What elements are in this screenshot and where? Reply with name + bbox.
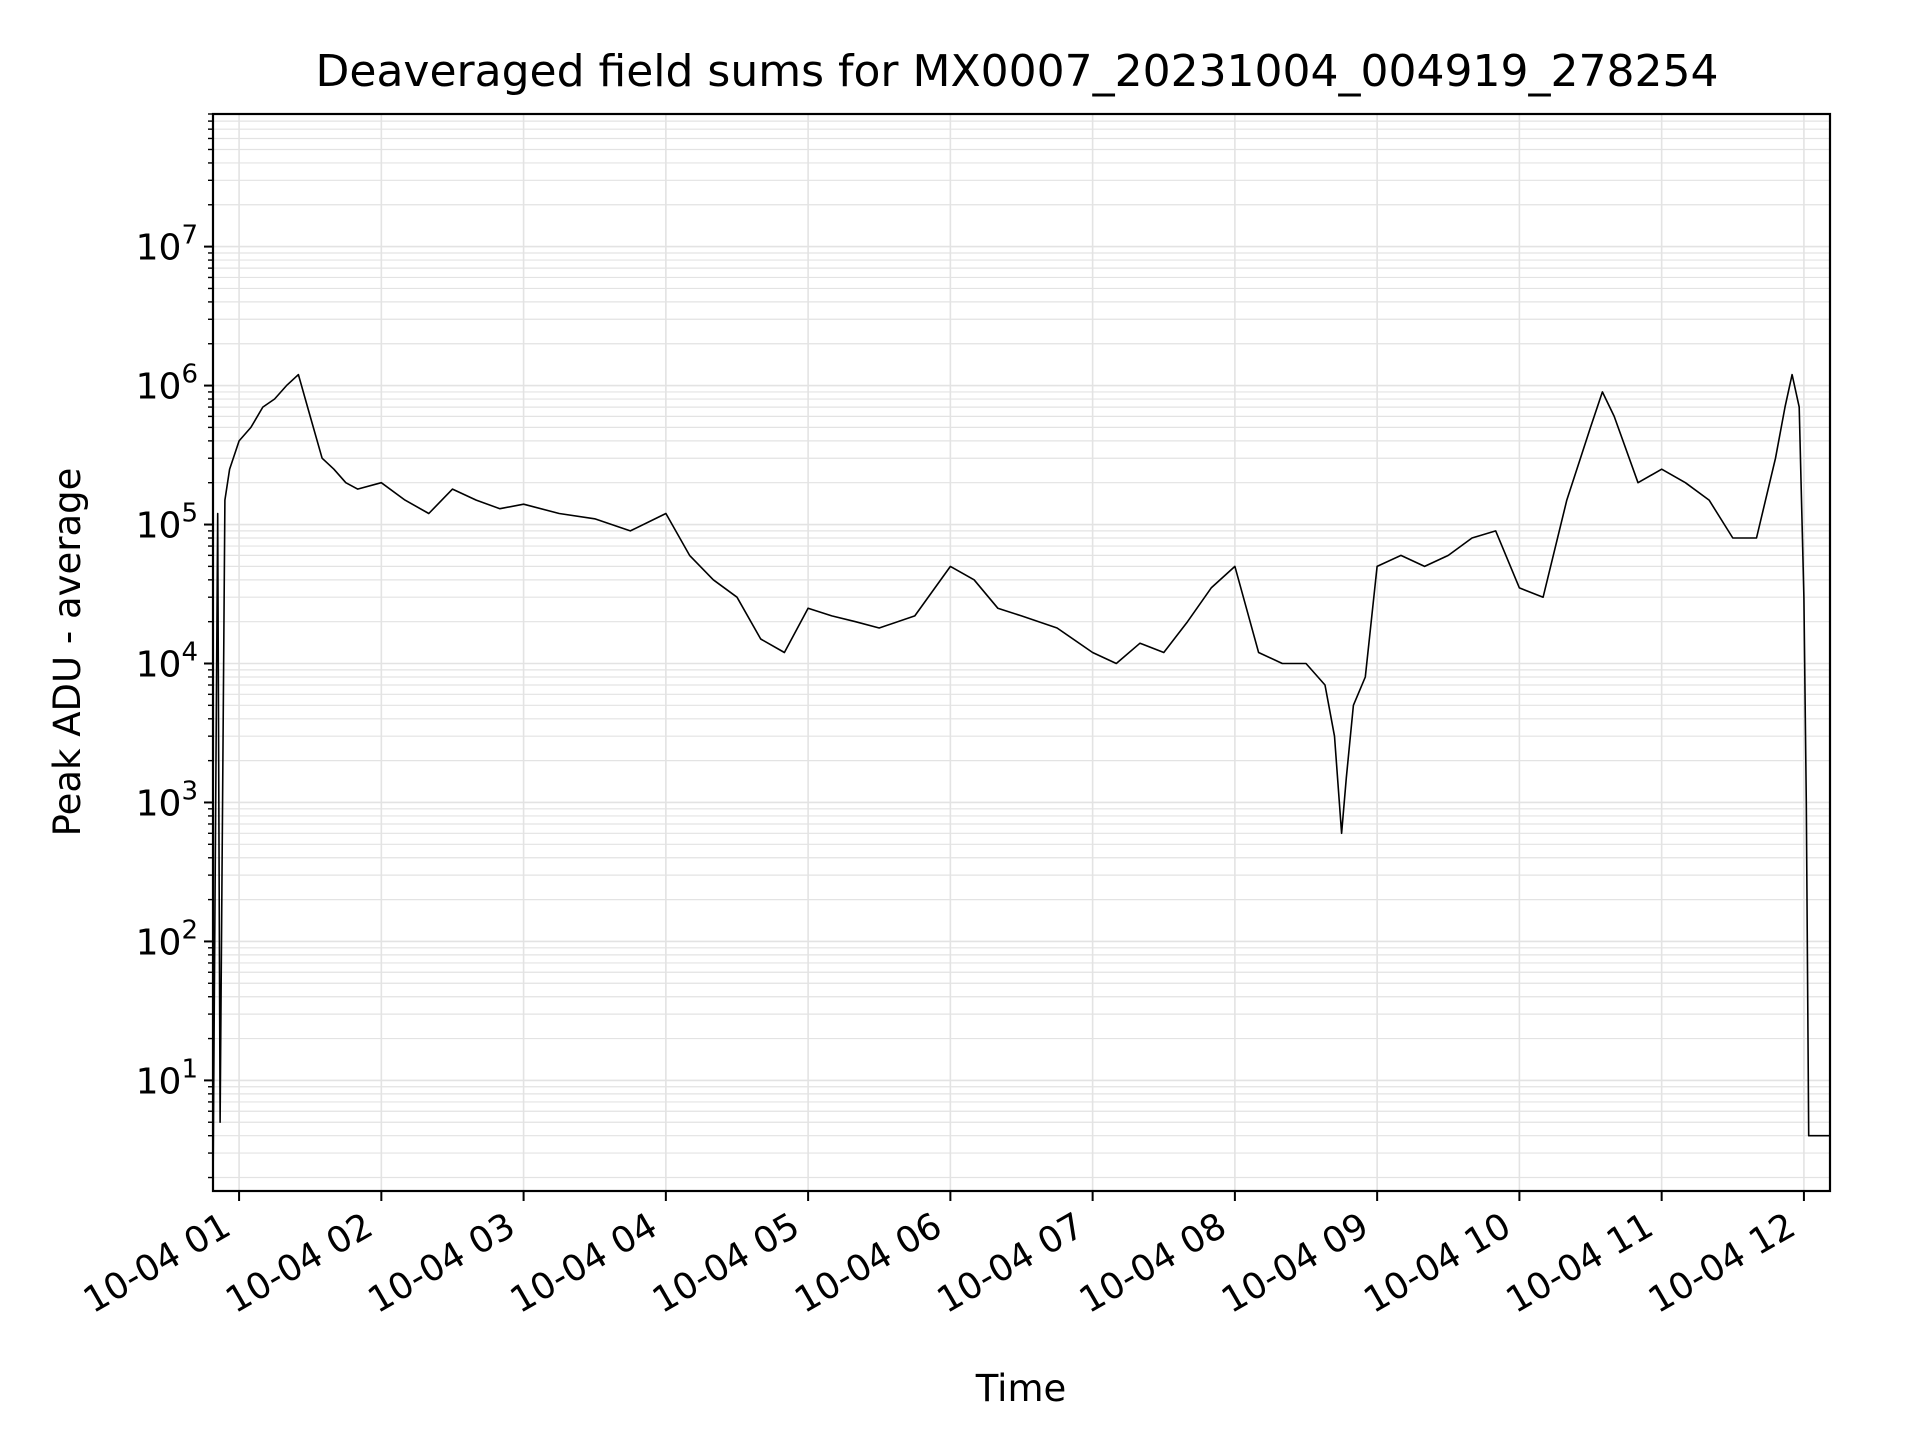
y-tick-base: 10 bbox=[136, 367, 182, 408]
y-tick-base: 10 bbox=[136, 506, 182, 547]
y-tick-base: 10 bbox=[136, 783, 182, 824]
y-tick-label: 107 bbox=[136, 221, 198, 269]
y-tick-label: 104 bbox=[136, 638, 198, 686]
y-tick-label: 105 bbox=[136, 499, 198, 547]
plot-frame bbox=[211, 112, 1832, 1193]
grid-layer bbox=[213, 113, 1830, 1191]
y-tick-exponent: 6 bbox=[181, 360, 198, 390]
y-tick-exponent: 3 bbox=[181, 776, 198, 806]
y-tick-exponent: 2 bbox=[181, 915, 198, 945]
y-tick-base: 10 bbox=[136, 645, 182, 686]
y-tick-exponent: 4 bbox=[181, 638, 198, 668]
y-tick-label: 101 bbox=[136, 1054, 198, 1102]
y-tick-base: 10 bbox=[136, 1061, 182, 1102]
y-tick-exponent: 1 bbox=[181, 1054, 198, 1084]
x-axis-label: Time bbox=[975, 1367, 1067, 1410]
chart-title: Deaveraged field sums for MX0007_2023100… bbox=[316, 46, 1719, 97]
y-tick-label: 102 bbox=[136, 915, 198, 963]
series-line bbox=[212, 373, 1830, 1192]
y-tick-label: 103 bbox=[136, 776, 198, 824]
y-tick-base: 10 bbox=[136, 228, 182, 269]
y-axis-label: Peak ADU - average bbox=[46, 468, 89, 837]
y-tick-label: 106 bbox=[136, 360, 198, 408]
y-tick-base: 10 bbox=[136, 922, 182, 963]
y-tick-exponent: 5 bbox=[181, 499, 198, 529]
y-tick-exponent: 7 bbox=[181, 221, 198, 251]
